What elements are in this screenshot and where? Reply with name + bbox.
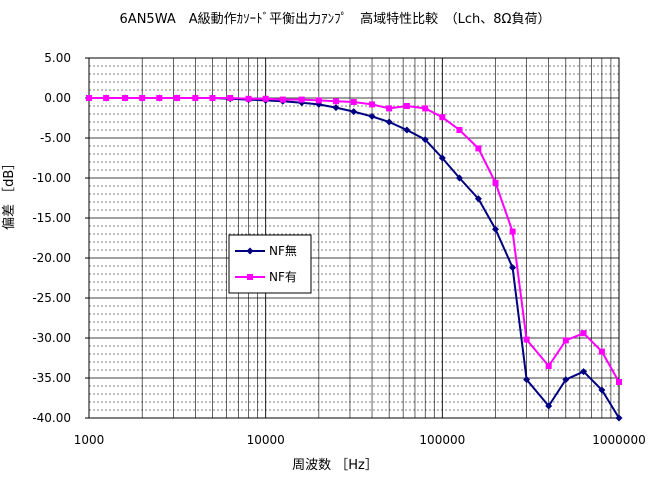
data-point-1	[474, 195, 482, 203]
legend-marker-1	[246, 247, 254, 255]
data-point-2	[192, 95, 199, 101]
grid-layer	[88, 57, 620, 419]
data-point-2	[262, 95, 269, 102]
chart-title: 6AN5WA A級動作ｶｿｰﾄﾞ平衡出力ｱﾝﾌﾟ 高域特性比較 （Lch、8Ω負…	[119, 12, 551, 27]
data-point-1	[385, 118, 393, 126]
data-point-2	[350, 99, 357, 105]
data-point-1	[455, 174, 463, 182]
y-tick-label: -20.00	[32, 251, 71, 265]
data-point-1	[615, 414, 623, 422]
data-point-2	[156, 95, 163, 101]
data-point-2	[562, 337, 569, 344]
data-point-2	[209, 95, 216, 101]
legend-label-1: NF無	[269, 243, 297, 258]
data-point-2	[616, 379, 622, 385]
data-point-2	[523, 336, 530, 343]
data-point-2	[332, 98, 339, 105]
plot-border	[88, 57, 620, 419]
series-layer	[85, 94, 623, 422]
data-point-2	[103, 95, 110, 101]
legend-marker-2	[247, 274, 253, 280]
data-point-1	[350, 108, 358, 116]
data-point-2	[369, 101, 376, 108]
data-point-2	[545, 363, 552, 369]
data-point-1	[403, 126, 411, 134]
axis-layer: 5.00 0.00 -5.00 -10.00 -15.00 -20.00 -25.00 -30…	[32, 51, 645, 447]
legend-label-2: NF有	[269, 270, 297, 284]
y-tick-label: -5.00	[40, 131, 71, 145]
data-point-2	[227, 95, 234, 101]
data-point-2	[86, 95, 92, 101]
plot-area	[89, 58, 619, 418]
y-tick-label: -15.00	[32, 211, 71, 225]
x-axis-label: 周波数 ［Hz］	[292, 458, 378, 473]
y-tick-label: -40.00	[32, 411, 71, 425]
data-point-2	[298, 96, 305, 103]
data-point-2	[315, 97, 322, 104]
data-point-1	[562, 376, 570, 384]
data-point-1	[368, 112, 376, 120]
x-tick-label: 100000	[419, 433, 465, 447]
data-point-2	[403, 103, 410, 109]
y-tick-label: -10.00	[32, 171, 71, 185]
data-point-2	[174, 95, 181, 101]
data-point-1	[492, 225, 500, 233]
y-tick-label: -35.00	[32, 371, 71, 385]
legend-box	[228, 234, 312, 294]
data-point-1	[545, 402, 553, 410]
data-point-1	[523, 376, 531, 384]
data-point-1	[598, 386, 606, 394]
data-point-1	[332, 104, 340, 112]
data-point-2	[598, 348, 605, 355]
data-point-2	[122, 95, 129, 101]
x-tick-label: 1000	[74, 433, 105, 447]
y-tick-label: 5.00	[44, 51, 71, 65]
y-tick-label: -30.00	[32, 331, 71, 345]
data-point-2	[245, 95, 252, 102]
data-point-2	[509, 228, 516, 235]
data-point-1	[580, 368, 588, 376]
data-point-2	[475, 145, 482, 152]
data-point-1	[438, 154, 446, 162]
y-tick-label: -25.00	[32, 291, 71, 305]
data-point-2	[279, 96, 286, 103]
x-tick-label: 10000	[247, 433, 285, 447]
data-point-2	[439, 114, 446, 121]
data-point-2	[492, 179, 499, 186]
x-tick-label: 1000000	[592, 433, 645, 447]
data-point-2	[139, 95, 146, 101]
data-point-2	[422, 105, 429, 112]
data-point-1	[421, 136, 429, 144]
data-point-2	[456, 127, 463, 133]
data-point-2	[580, 330, 587, 337]
y-tick-label: 0.00	[44, 91, 71, 105]
legend-layer: NF無 NF有	[228, 234, 312, 294]
data-point-2	[386, 105, 393, 112]
data-point-1	[509, 264, 517, 272]
